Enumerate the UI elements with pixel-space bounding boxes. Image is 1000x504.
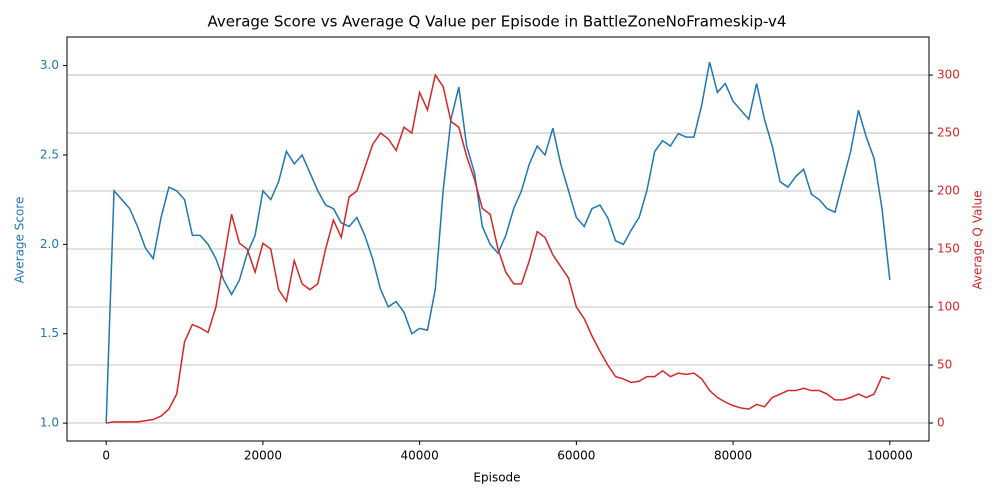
y2-axis-label: Average Q Value — [971, 190, 985, 289]
y-tick-label: 3.0 — [40, 58, 59, 72]
x-tick-label: 40000 — [401, 449, 439, 463]
x-tick-label: 0 — [102, 449, 110, 463]
y2-tick-label: 100 — [937, 300, 960, 314]
x-tick-label: 60000 — [557, 449, 595, 463]
x-axis-label: Episode — [473, 471, 520, 485]
y2-tick-label: 200 — [937, 184, 960, 198]
chart-title: Average Score vs Average Q Value per Epi… — [208, 13, 787, 31]
series-line — [106, 73, 891, 424]
y2-tick-label: 250 — [937, 126, 960, 140]
y2-tick-label: 50 — [937, 358, 952, 372]
plot-frame — [66, 36, 930, 442]
y-tick-label: 1.0 — [40, 416, 59, 430]
y-tick-label: 2.5 — [40, 147, 59, 161]
x-tick-label: 80000 — [714, 449, 752, 463]
y2-tick-label: 300 — [937, 68, 960, 82]
y-tick-label: 1.5 — [40, 326, 59, 340]
series-line — [105, 61, 891, 424]
x-tick-label: 20000 — [244, 449, 282, 463]
y-axis-label: Average Score — [13, 197, 27, 284]
y2-tick-label: 150 — [937, 242, 960, 256]
y-tick-label: 2.0 — [40, 237, 59, 251]
x-tick-label: 100000 — [867, 449, 913, 463]
y2-tick-label: 0 — [937, 416, 945, 430]
